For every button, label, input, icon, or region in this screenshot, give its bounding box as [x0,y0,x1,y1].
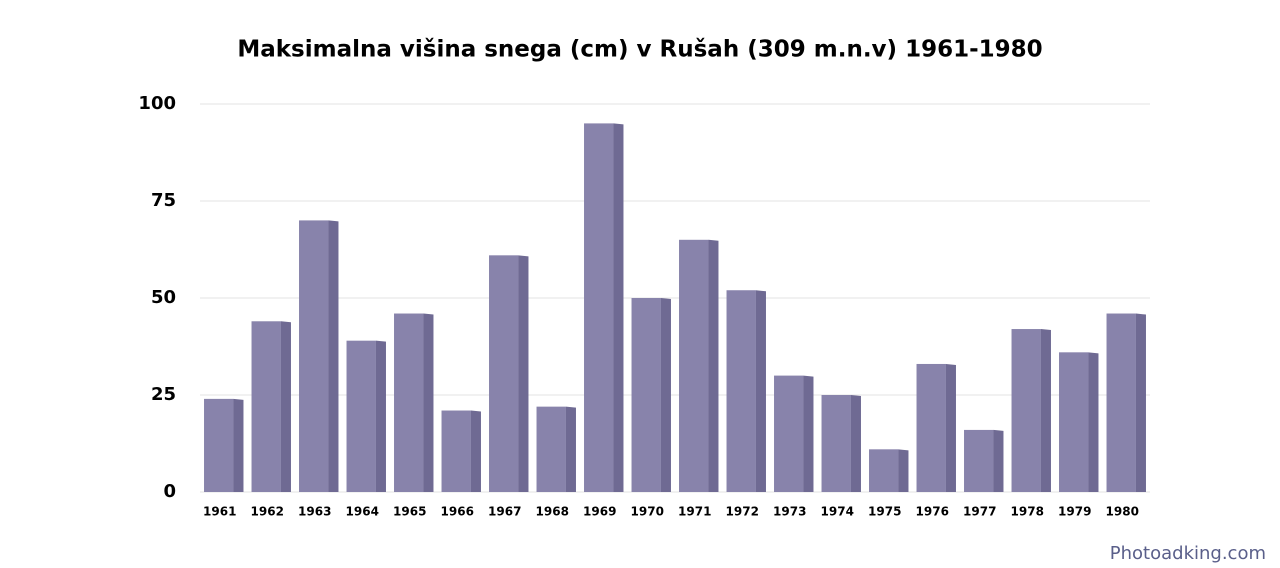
bar-side [470,410,481,492]
bar-side [993,429,1004,492]
bar-side [660,298,671,492]
bar [916,363,946,492]
x-tick-label: 1979 [1058,505,1091,519]
bar-side [755,290,766,492]
x-tick-label: 1966 [441,505,474,519]
bar [299,220,329,492]
y-tick-label: 100 [138,93,176,114]
bar-side [945,363,956,492]
bar-side [708,239,719,492]
bar [679,239,709,492]
bar [774,375,804,492]
bar-side [328,220,339,492]
bar [964,429,994,492]
x-tick-label: 1972 [726,505,759,519]
x-tick-label: 1976 [916,505,949,519]
bar [1059,352,1089,492]
bar [1106,313,1136,492]
bar [1011,329,1041,492]
x-tick-label: 1961 [203,505,236,519]
bar [441,410,471,492]
x-tick-label: 1970 [631,505,664,519]
y-tick-label: 0 [163,481,176,502]
bar-side [1088,352,1099,492]
bar-side [423,313,434,492]
bar-side [803,375,814,492]
bar [821,395,851,492]
bar-side [233,398,244,492]
bar-side [375,340,386,492]
bar [346,340,376,492]
x-tick-label: 1965 [393,505,426,519]
bar-side [898,449,909,492]
bar-side [280,321,291,492]
bar-side [518,255,529,492]
x-tick-label: 1967 [488,505,521,519]
bar-side [850,395,861,492]
x-tick-label: 1974 [821,505,854,519]
y-tick-label: 50 [151,287,176,308]
x-tick-label: 1968 [536,505,569,519]
y-tick-label: 75 [151,190,176,211]
x-tick-label: 1963 [298,505,331,519]
watermark: Photoadking.com [1110,543,1266,564]
bar [394,313,424,492]
bar-side [613,123,624,493]
x-tick-label: 1969 [583,505,616,519]
bar [204,398,234,492]
x-tick-label: 1978 [1011,505,1044,519]
chart-title: Maksimalna višina snega (cm) v Rušah (30… [237,37,1042,63]
bar-side [1135,313,1146,492]
bar [489,255,519,492]
bar [584,123,614,493]
x-tick-label: 1962 [251,505,284,519]
x-tick-label: 1980 [1106,505,1139,519]
bar [726,290,756,492]
y-tick-label: 25 [151,384,176,405]
bar-side [565,406,576,492]
bar [869,449,899,492]
x-tick-label: 1977 [963,505,996,519]
x-tick-label: 1975 [868,505,901,519]
x-tick-label: 1973 [773,505,806,519]
x-tick-label: 1964 [346,505,379,519]
bar-side [1040,329,1051,492]
bar [631,298,661,492]
bar [536,406,566,492]
x-tick-label: 1971 [678,505,711,519]
bar [251,321,281,492]
